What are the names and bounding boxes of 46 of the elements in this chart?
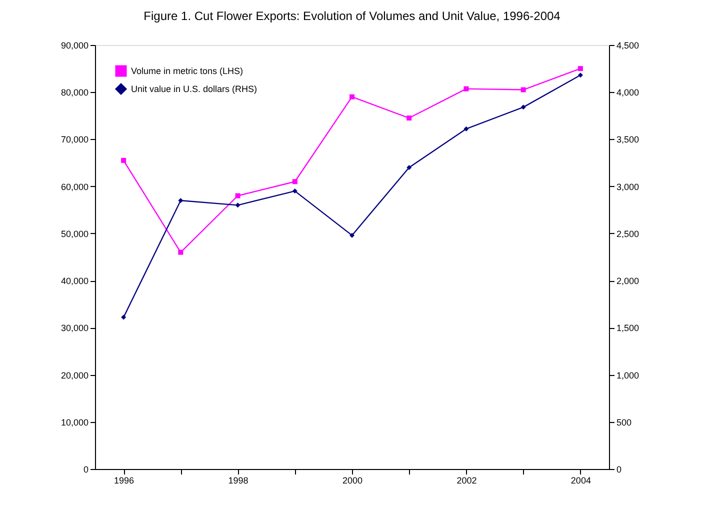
y2-tick-label: 3,500 <box>616 134 640 145</box>
point <box>520 87 526 92</box>
point <box>406 164 412 170</box>
y-tick-label: 0 <box>83 464 88 474</box>
y-tick-label: 40,000 <box>60 276 88 286</box>
x-tick-label: 2004 <box>570 476 591 486</box>
point <box>292 179 298 184</box>
x-tick-label: 1998 <box>228 476 248 486</box>
point <box>464 126 469 132</box>
x-tick-label: 2000 <box>342 476 363 486</box>
y2-tick-label: 0 <box>616 464 622 474</box>
y-tick-label: 10,000 <box>60 417 88 428</box>
point <box>178 198 184 203</box>
point <box>292 188 298 194</box>
point <box>235 202 240 208</box>
y2-tick-label: 4,000 <box>616 88 640 98</box>
point <box>578 66 583 72</box>
y-tick-label: 90,000 <box>60 40 88 50</box>
y2-tick-label: 1,500 <box>616 323 640 334</box>
point <box>350 94 354 100</box>
x-tick-label: 1996 <box>114 476 134 486</box>
y-tick-label: 50,000 <box>60 228 88 239</box>
x-tick-label: 2002 <box>456 476 477 486</box>
point <box>464 86 469 92</box>
y2-tick-label: 4,500 <box>616 40 640 50</box>
point <box>578 72 583 78</box>
point <box>406 116 412 121</box>
point <box>350 232 354 238</box>
point <box>121 158 126 163</box>
point <box>235 193 240 198</box>
point <box>121 314 126 320</box>
y2-tick-label: 500 <box>616 417 632 428</box>
y2-tick-label: 2,000 <box>616 276 640 286</box>
y-tick-label: 60,000 <box>60 182 88 192</box>
y-tick-label: 80,000 <box>60 88 88 98</box>
legend-label: Unit value in U.S. dollars (RHS) <box>131 84 258 94</box>
y2-tick-label: 3,000 <box>616 182 640 192</box>
y-tick-label: 30,000 <box>60 323 88 334</box>
y2-tick-label: 2,500 <box>616 228 640 239</box>
point <box>520 104 526 110</box>
y-tick-label: 70,000 <box>60 134 88 145</box>
y2-tick-label: 1,000 <box>616 370 640 380</box>
y-tick-label: 20,000 <box>60 370 88 380</box>
chart-title: Figure 1. Cut Flower Exports: Evolution of Volumes and Unit Value, 1996-2004 <box>144 9 561 23</box>
point <box>178 250 184 255</box>
legend-label: Volume in metric tons (LHS) <box>131 66 244 76</box>
